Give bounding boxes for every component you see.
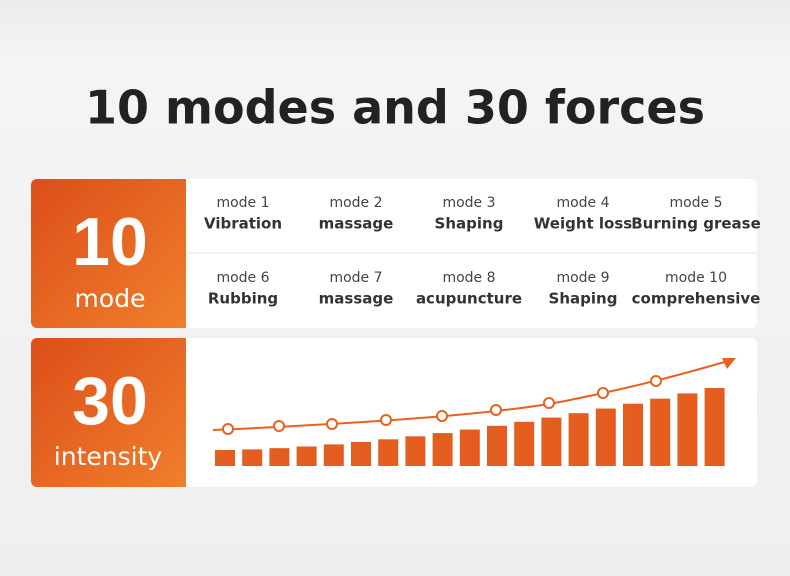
trend-dots (222, 375, 662, 435)
bar (405, 436, 426, 466)
bar (242, 449, 263, 466)
modes-badge (31, 179, 186, 328)
mode-name: massage (319, 215, 394, 233)
trend-dot (650, 375, 662, 387)
modes-unit: mode (75, 284, 146, 313)
bar (351, 442, 371, 466)
bar (487, 425, 507, 466)
intensity-bars (215, 388, 725, 466)
bar (677, 393, 698, 466)
trend-dot (326, 418, 338, 430)
bar (269, 448, 290, 466)
mode-label: mode 1 (216, 195, 269, 211)
trend-arrow (722, 358, 736, 369)
intensity-unit: intensity (54, 442, 163, 471)
bar (595, 408, 616, 466)
mode-label: mode 8 (442, 270, 495, 286)
modes-count: 10 (72, 204, 148, 280)
bar (459, 429, 480, 466)
bar (623, 403, 643, 466)
mode-label: mode 2 (329, 195, 382, 211)
trend-dot (436, 410, 448, 422)
mode-name: Rubbing (208, 290, 278, 308)
trend-dot (543, 397, 555, 409)
bar (541, 417, 562, 466)
mode-label: mode 7 (329, 270, 382, 286)
trend-dot (597, 387, 609, 399)
bar (432, 433, 453, 466)
bar (378, 439, 399, 466)
mode-name: Vibration (204, 215, 282, 233)
intensity-badge (31, 338, 186, 487)
bar (704, 388, 725, 466)
mode-name: acupuncture (416, 290, 522, 308)
bar (323, 444, 344, 466)
bar (568, 413, 589, 466)
trend-dot (222, 423, 234, 435)
mode-name: Shaping (549, 290, 618, 308)
mode-label: mode 6 (216, 270, 269, 286)
bar (650, 398, 671, 466)
trend-dot (490, 404, 502, 416)
mode-label: mode 10 (665, 270, 727, 286)
mode-label: mode 5 (669, 195, 722, 211)
mode-label: mode 9 (556, 270, 609, 286)
mode-name: Weight loss (534, 215, 633, 233)
title: 10 modes and 30 forces (85, 81, 705, 135)
mode-name: Shaping (435, 215, 504, 233)
mode-label: mode 4 (556, 195, 609, 211)
mode-name: Burning grease (631, 215, 761, 233)
mode-name: comprehensive (632, 290, 761, 308)
bar (514, 421, 535, 466)
bar (296, 446, 317, 466)
mode-name: massage (319, 290, 394, 308)
bar (215, 450, 235, 466)
trend-dot (273, 420, 285, 432)
mode-label: mode 3 (442, 195, 495, 211)
intensity-count: 30 (72, 363, 148, 439)
trend-dot (380, 414, 392, 426)
